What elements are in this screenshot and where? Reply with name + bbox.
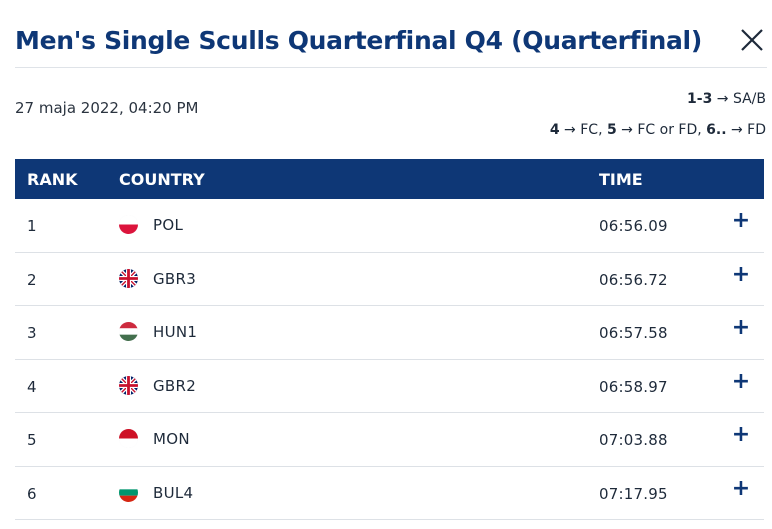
time-cell: 06:58.97 — [599, 377, 668, 396]
country-cell: GBR3 — [153, 269, 197, 288]
time-cell: 06:56.09 — [599, 217, 668, 235]
expand-row-button[interactable]: + — [731, 475, 751, 501]
bulgaria-flag-icon — [119, 482, 138, 502]
country-cell: BUL4 — [153, 483, 194, 502]
country-cell: MON — [153, 430, 190, 448]
progression-line-1: 1-3 → SA/B — [687, 91, 766, 107]
header-divider — [15, 67, 767, 68]
monaco-flag-icon — [119, 429, 138, 448]
expand-row-button[interactable]: + — [731, 368, 751, 394]
progression-rules: 1-3 → SA/B 4 → FC, 5 → FC or FD, 6.. → F… — [550, 84, 766, 146]
expand-row-button[interactable]: + — [731, 315, 751, 340]
rank-cell: 1 — [27, 217, 37, 235]
uk-flag-icon — [119, 375, 138, 395]
table-row: 1 POL 06:56.09 + — [15, 199, 764, 253]
table-row: 6 BUL4 07:17.95 + — [15, 467, 764, 520]
rank-cell: 5 — [27, 431, 37, 449]
table-row: 2 GBR3 06:56.72 + — [15, 253, 764, 306]
rank-cell: 2 — [27, 270, 37, 289]
table-header: RANK COUNTRY TIME — [15, 159, 764, 199]
country-cell: HUN1 — [153, 323, 198, 341]
uk-flag-icon — [119, 268, 138, 288]
column-header-rank: RANK — [27, 170, 78, 189]
rank-cell: 6 — [27, 484, 37, 503]
close-button[interactable] — [737, 26, 767, 56]
table-row: 5 MON 07:03.88 + — [15, 413, 764, 467]
time-cell: 07:17.95 — [599, 484, 668, 503]
country-cell: GBR2 — [153, 376, 197, 395]
expand-row-button[interactable]: + — [731, 261, 751, 287]
results-table: RANK COUNTRY TIME 1 POL 06:56.09 +2 GBR3 06:5… — [15, 159, 764, 520]
time-cell: 06:57.58 — [599, 324, 668, 342]
close-icon[interactable] — [737, 26, 767, 56]
modal-header: Men's Single Sculls Quarterfinal Q4 (Qua… — [15, 26, 767, 62]
column-header-country: COUNTRY — [119, 170, 205, 189]
table-row: 3 HUN1 06:57.58 + — [15, 306, 764, 360]
time-cell: 07:03.88 — [599, 431, 668, 449]
rank-cell: 3 — [27, 324, 37, 342]
race-date: 27 maja 2022, 04:20 PM — [15, 99, 199, 117]
hungary-flag-icon — [119, 322, 138, 341]
column-header-time: TIME — [599, 170, 643, 189]
country-cell: POL — [153, 216, 184, 234]
rank-cell: 4 — [27, 377, 37, 396]
expand-row-button[interactable]: + — [731, 422, 751, 447]
page-title: Men's Single Sculls Quarterfinal Q4 (Qua… — [15, 26, 702, 55]
poland-flag-icon — [119, 215, 138, 234]
time-cell: 06:56.72 — [599, 270, 668, 289]
table-row: 4 GBR2 06:58.97 + — [15, 360, 764, 413]
progression-line-2: 4 → FC, 5 → FC or FD, 6.. → FD — [549, 122, 766, 138]
expand-row-button[interactable]: + — [731, 208, 751, 233]
